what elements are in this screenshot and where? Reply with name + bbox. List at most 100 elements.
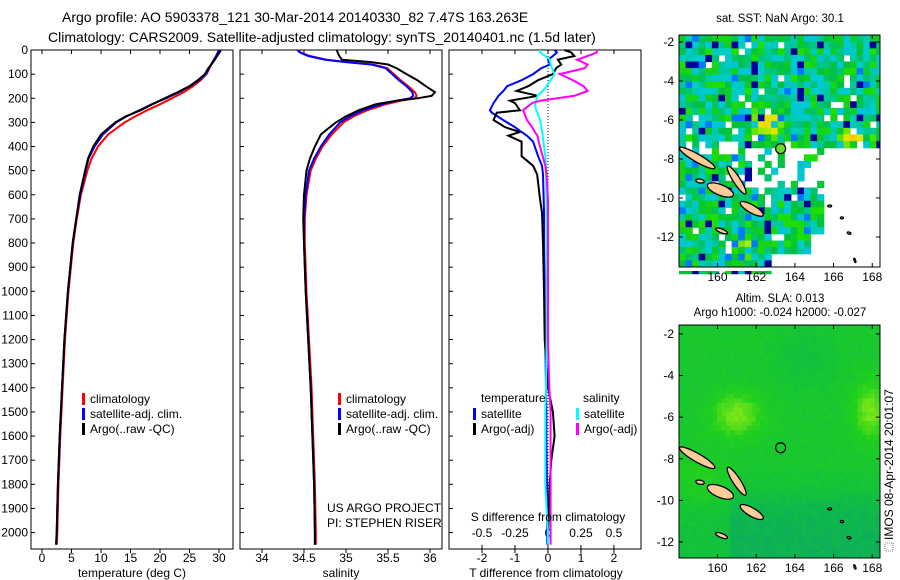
sla-cell xyxy=(768,338,774,344)
sla-cell xyxy=(853,457,859,463)
sla-cell xyxy=(793,466,799,473)
sla-cell xyxy=(759,535,765,541)
sla-cell xyxy=(742,471,748,477)
sla-cell xyxy=(802,384,808,390)
sla-cell xyxy=(845,480,850,486)
sla-cell xyxy=(691,398,697,404)
map-edge-mask xyxy=(675,558,884,562)
sla-cell xyxy=(747,494,752,500)
sla-cell xyxy=(819,457,825,463)
sla-cell xyxy=(789,357,795,363)
sla-cell xyxy=(874,476,880,482)
sla-cell xyxy=(802,379,808,386)
sst-cell xyxy=(698,187,706,195)
sla-cell xyxy=(679,334,684,340)
sla-cell xyxy=(742,544,748,550)
sla-cell xyxy=(730,503,735,509)
sla-cell xyxy=(764,402,769,408)
sla-cell xyxy=(742,402,748,408)
sst-cell xyxy=(843,41,851,49)
sst-cell xyxy=(731,247,739,255)
sst-cell xyxy=(863,68,871,76)
sla-cell xyxy=(802,338,808,344)
sla-cell xyxy=(700,366,706,372)
sla-cell xyxy=(704,521,710,527)
sla-cell xyxy=(738,512,744,518)
sla-cell xyxy=(772,540,778,546)
sla-cell xyxy=(704,498,710,505)
sla-cell xyxy=(789,347,795,354)
sla-cell xyxy=(700,389,706,395)
sla-cell xyxy=(857,361,863,367)
sla-cell xyxy=(832,444,838,450)
sla-cell xyxy=(751,334,757,340)
sla-cell xyxy=(870,398,876,404)
sla-cell xyxy=(785,389,791,395)
sla-cell xyxy=(691,535,697,541)
sla-cell xyxy=(730,389,735,395)
sst-cell xyxy=(744,134,752,142)
sla-cell xyxy=(866,416,872,422)
sla-cell xyxy=(866,553,872,559)
sla-cell xyxy=(755,384,761,390)
sla-cell xyxy=(691,430,697,436)
sla-cell xyxy=(768,357,774,363)
sst-cell xyxy=(817,35,825,43)
sla-cell xyxy=(679,494,684,500)
legend-swatch xyxy=(473,408,476,420)
sla-cell xyxy=(870,434,876,440)
sla-cell xyxy=(793,352,799,358)
sla-cell xyxy=(832,535,838,541)
island-landmass xyxy=(827,204,833,208)
sst-cell xyxy=(692,61,700,69)
sst-cell xyxy=(744,94,752,102)
sla-cell xyxy=(845,334,850,340)
sst-cell xyxy=(869,54,877,63)
sla-cell xyxy=(857,347,863,354)
sla-cell xyxy=(738,357,744,363)
sla-cell xyxy=(721,361,727,367)
sla-cell xyxy=(823,430,829,436)
imos-footer: IMOS 08-Apr-2014 20:01:07 xyxy=(882,389,896,552)
sla-cell xyxy=(751,540,757,546)
sst-cell xyxy=(705,187,713,195)
sla-cell xyxy=(691,508,697,514)
sla-cell xyxy=(696,434,701,440)
island-landmass xyxy=(839,519,845,524)
sla-cell xyxy=(862,366,867,372)
sla-cell xyxy=(742,466,748,473)
sst-cell xyxy=(711,68,720,76)
sla-cell xyxy=(853,329,859,335)
sla-cell xyxy=(772,494,778,500)
sst-cell xyxy=(777,48,785,56)
sla-cell xyxy=(738,338,744,344)
sla-cell xyxy=(687,334,693,340)
sla-cell xyxy=(840,347,846,354)
sst-cell xyxy=(856,121,864,129)
sla-cell xyxy=(862,425,867,431)
sst-cell xyxy=(718,194,726,202)
sla-cell xyxy=(721,370,727,376)
sla-cell xyxy=(717,421,723,427)
sst-cell xyxy=(797,174,805,182)
sla-cell xyxy=(793,439,799,445)
sla-cell xyxy=(713,476,718,482)
sla-cell xyxy=(789,526,795,532)
sla-cell xyxy=(738,334,744,340)
sst-cell xyxy=(757,214,766,222)
sst-cell xyxy=(790,121,798,129)
sla-cell xyxy=(828,457,833,463)
sst-cell xyxy=(836,68,845,76)
sla-cell xyxy=(836,439,842,445)
sla-cell xyxy=(768,466,774,473)
sla-cell xyxy=(870,453,876,459)
sla-cell xyxy=(862,334,867,340)
sla-cell xyxy=(725,416,731,422)
sla-cell xyxy=(832,549,838,555)
sla-cell xyxy=(802,325,808,331)
sla-cell xyxy=(798,361,804,367)
sla-cell xyxy=(789,549,795,555)
sla-cell xyxy=(806,453,812,459)
sla-cell xyxy=(700,466,706,473)
sla-cell xyxy=(768,343,774,349)
